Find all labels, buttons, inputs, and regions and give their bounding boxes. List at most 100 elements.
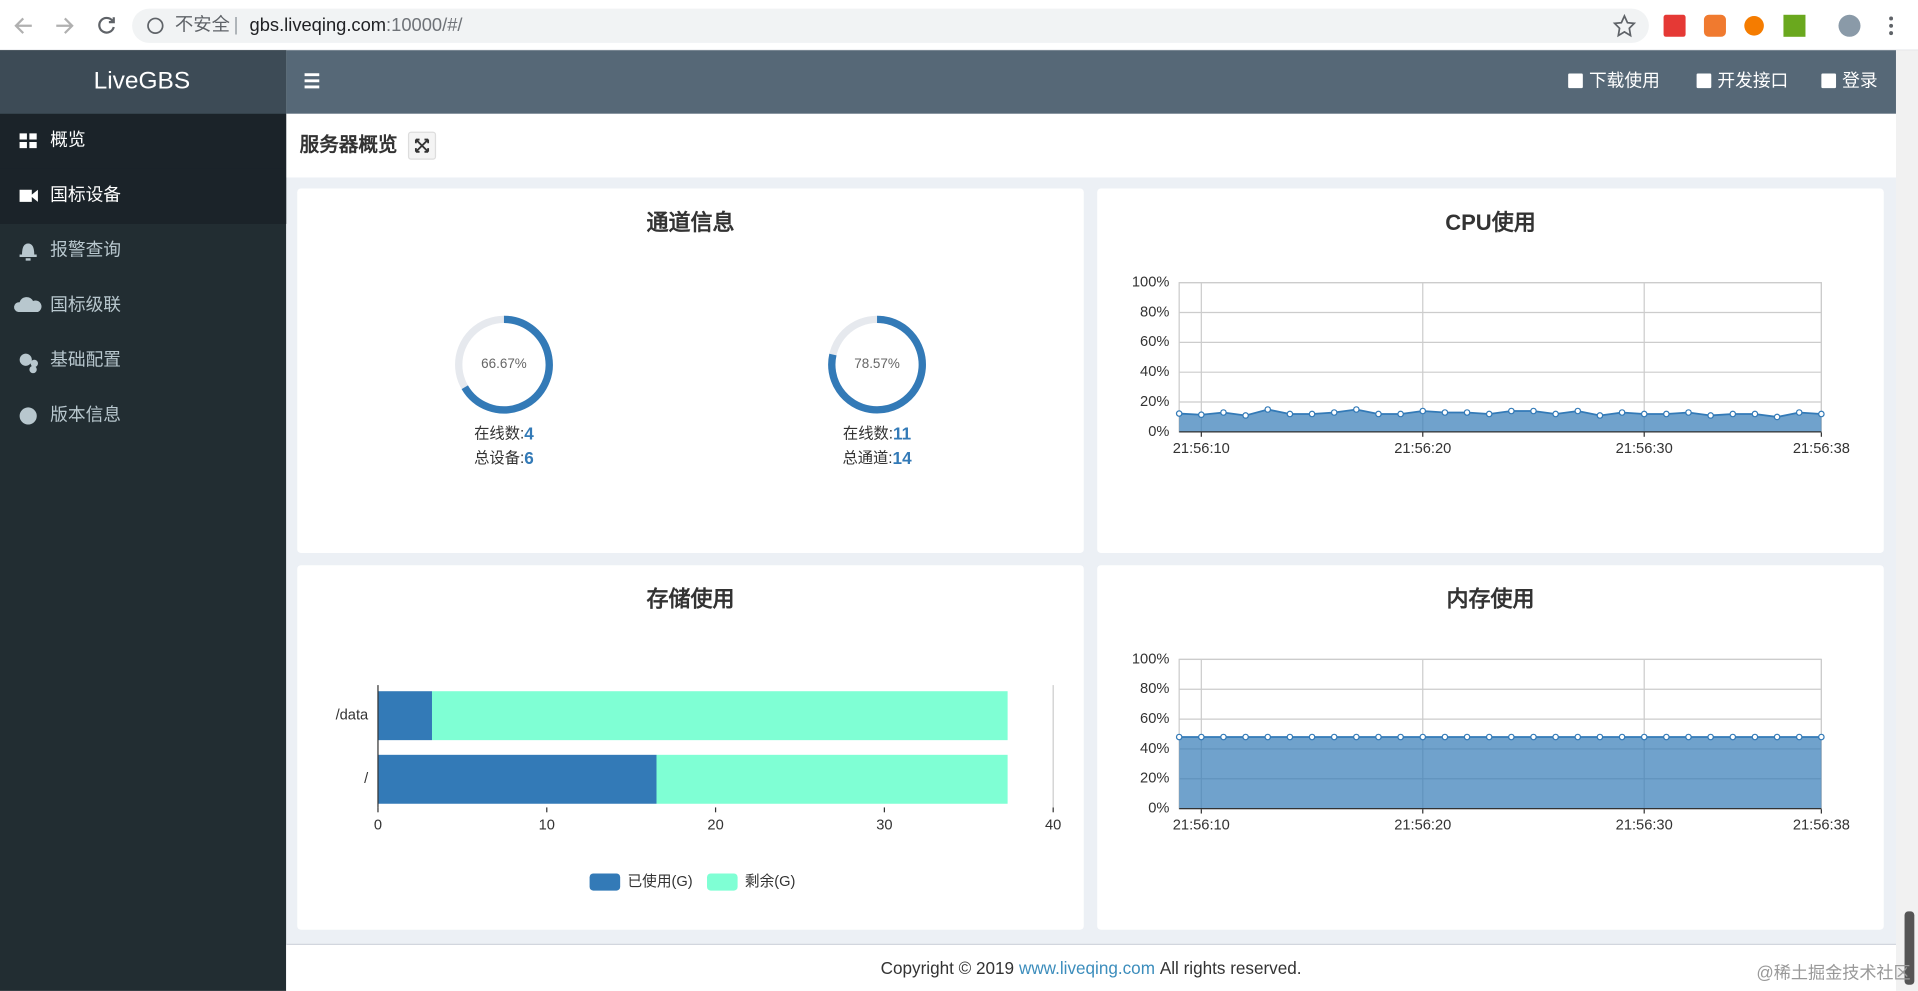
point — [1485, 733, 1493, 741]
menu-item[interactable]: 概览 — [50, 129, 85, 149]
total-label: 总设备: — [474, 450, 524, 467]
y-tick-label: 100% — [1132, 651, 1170, 667]
x-tick-label: 21:56:10 — [1173, 441, 1230, 457]
point — [1818, 733, 1825, 741]
menu-icon — [14, 297, 42, 313]
point — [1795, 733, 1803, 741]
point — [1530, 733, 1537, 741]
extension-icon[interactable] — [1744, 16, 1764, 36]
panel — [1097, 188, 1884, 553]
point — [1552, 410, 1559, 418]
y-tick-label: 40% — [1140, 364, 1169, 380]
y-tick-label: 60% — [1140, 334, 1169, 350]
y-tick-label: 40% — [1140, 741, 1169, 757]
menu-item[interactable]: 国标级联 — [50, 295, 121, 315]
header-action[interactable]: 下载使用 — [1589, 71, 1660, 91]
menu-dot[interactable] — [1889, 31, 1894, 36]
total-count: 总设备:6 — [474, 448, 534, 467]
panel — [297, 565, 1084, 930]
point — [1530, 407, 1537, 415]
footer-link[interactable]: www.liveqing.com — [1018, 958, 1155, 977]
x-tick-label: 40 — [1045, 818, 1061, 834]
menu-item[interactable]: 报警查询 — [50, 240, 121, 260]
point — [1596, 412, 1604, 419]
point — [1795, 409, 1803, 416]
point — [1220, 733, 1227, 741]
extension-icon[interactable] — [1703, 14, 1726, 37]
y-tick-label: 80% — [1140, 304, 1169, 320]
point — [1751, 410, 1759, 418]
brand[interactable]: LiveGBS — [94, 68, 191, 95]
profile-avatar[interactable] — [1838, 14, 1861, 37]
point — [1773, 413, 1781, 421]
info-icon[interactable] — [147, 17, 164, 34]
point — [1353, 406, 1360, 413]
area-fill — [1179, 409, 1822, 432]
address-bar[interactable] — [132, 8, 1649, 43]
menu-toggle[interactable] — [304, 73, 320, 89]
point — [1441, 409, 1449, 416]
url: gbs.liveqing.com:10000/#/ — [250, 14, 464, 35]
point — [1574, 733, 1582, 741]
header-action[interactable]: 开发接口 — [1717, 71, 1788, 91]
menu-dot[interactable] — [1889, 23, 1894, 28]
point — [1508, 407, 1515, 415]
bar — [431, 691, 1008, 741]
online-value: 4 — [524, 424, 534, 443]
total-value: 6 — [524, 448, 534, 467]
extension-icon[interactable] — [1783, 14, 1806, 37]
point — [1574, 407, 1582, 415]
x-tick-label: 21:56:20 — [1394, 818, 1451, 834]
page-title: 服务器概览 — [300, 133, 398, 156]
point — [1663, 733, 1670, 741]
menu-icon — [19, 407, 37, 425]
y-tick-label: 20% — [1140, 394, 1169, 410]
menu-item[interactable]: 国标设备 — [50, 184, 121, 204]
reload-button[interactable] — [98, 16, 115, 34]
point — [1397, 410, 1404, 418]
point — [1707, 412, 1714, 419]
y-tick-label: 100% — [1132, 275, 1170, 291]
panel-title: 通道信息 — [646, 210, 734, 235]
bar — [377, 754, 657, 804]
gauge-label: 66.67% — [481, 356, 527, 371]
point — [1264, 406, 1272, 413]
total-count: 总通道:14 — [842, 448, 912, 467]
menu-icon — [19, 133, 37, 149]
extension-icon[interactable] — [1663, 14, 1686, 37]
legend-swatch — [707, 873, 738, 891]
point — [1375, 410, 1382, 418]
scrollbar[interactable] — [1895, 50, 1918, 991]
point — [1330, 733, 1338, 741]
point — [1308, 733, 1316, 741]
menu-item[interactable]: 基础配置 — [50, 350, 121, 370]
header-action[interactable]: 登录 — [1842, 71, 1877, 91]
menu-item-bg — [0, 168, 287, 224]
point — [1773, 733, 1781, 741]
legend-label: 剩余(G) — [745, 872, 795, 890]
y-tick-label: 60% — [1140, 711, 1169, 727]
gauge-label: 78.57% — [854, 356, 900, 371]
back-button[interactable] — [14, 17, 32, 34]
bookmark-star[interactable] — [1612, 13, 1637, 38]
point — [1441, 733, 1449, 741]
scroll-thumb[interactable] — [1904, 911, 1915, 985]
footer-bar — [286, 944, 1896, 991]
point — [1198, 733, 1205, 741]
online-label: 在线数: — [474, 425, 524, 442]
point — [1330, 409, 1338, 416]
y-tick-label: 20% — [1140, 771, 1169, 787]
panel-title: 内存使用 — [1446, 587, 1534, 612]
x-tick-label: 21:56:30 — [1616, 818, 1673, 834]
x-tick-label: 20 — [707, 818, 723, 834]
point — [1508, 733, 1515, 741]
point — [1308, 410, 1316, 418]
point — [1751, 733, 1759, 741]
y-tick-label: /data — [336, 708, 369, 724]
menu-dot[interactable] — [1889, 16, 1894, 21]
menu-item[interactable]: 版本信息 — [50, 405, 121, 425]
total-value: 14 — [893, 448, 913, 467]
forward-button[interactable] — [56, 17, 74, 34]
y-tick-label: 0% — [1148, 424, 1169, 440]
